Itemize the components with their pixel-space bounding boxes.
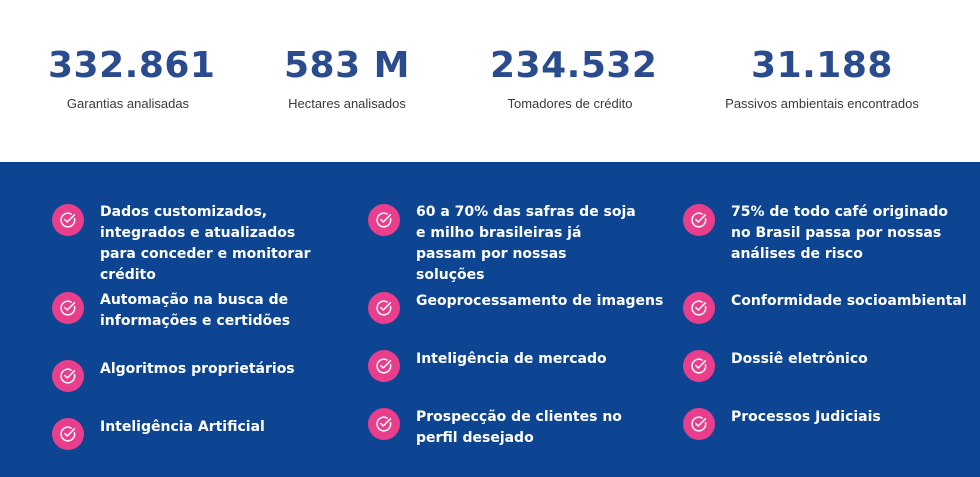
stat-value: 583 M	[283, 45, 410, 86]
stat-value: 332.861	[48, 45, 216, 86]
check-circle-icon	[683, 204, 715, 236]
feature-text: 75% de todo café originado no Brasil pas…	[731, 204, 948, 262]
feature-text: Dados customizados, integrados e atualiz…	[100, 204, 311, 283]
check-circle-icon	[52, 292, 84, 324]
feature-text: Inteligência de mercado	[416, 351, 607, 367]
features-section: Dados customizados, integrados e atualiz…	[0, 162, 980, 477]
check-circle-icon	[368, 350, 400, 382]
check-circle-icon	[683, 408, 715, 440]
check-circle-icon	[52, 204, 84, 236]
stat-hectares: 583 M Hectares analisados	[272, 44, 422, 111]
feature-text: Dossiê eletrônico	[731, 351, 868, 367]
feature-text: Algoritmos proprietários	[100, 361, 295, 377]
check-circle-icon	[368, 292, 400, 324]
stat-garantias: 332.861 Garantias analisadas	[48, 44, 216, 111]
stat-passivos: 31.188 Passivos ambientais encontrados	[720, 44, 924, 111]
check-circle-icon	[52, 418, 84, 450]
check-circle-icon	[368, 408, 400, 440]
stat-label: Garantias analisadas	[66, 96, 190, 111]
feature-text: Conformidade socioambiental	[731, 293, 967, 309]
check-circle-icon	[683, 350, 715, 382]
stat-label: Passivos ambientais encontrados	[725, 96, 919, 111]
feature-text: Inteligência Artificial	[100, 419, 265, 435]
check-circle-icon	[683, 292, 715, 324]
stats-section: 332.861 Garantias analisadas 583 M Hecta…	[0, 0, 980, 162]
stat-label: Hectares analisados	[288, 96, 406, 111]
check-circle-icon	[52, 360, 84, 392]
feature-text: Geoprocessamento de imagens	[416, 293, 664, 309]
stat-value: 31.188	[751, 45, 893, 86]
check-circle-icon	[368, 204, 400, 236]
stat-value: 234.532	[490, 45, 658, 86]
feature-text: Prospecção de clientes no perfil desejad…	[416, 409, 622, 446]
feature-text: Processos Judiciais	[731, 409, 881, 425]
feature-text: 60 a 70% das safras de soja e milho bras…	[416, 204, 636, 283]
feature-text: Automação na busca de informações e cert…	[100, 292, 291, 329]
stat-tomadores: 234.532 Tomadores de crédito	[490, 44, 658, 111]
stat-label: Tomadores de crédito	[507, 96, 633, 111]
